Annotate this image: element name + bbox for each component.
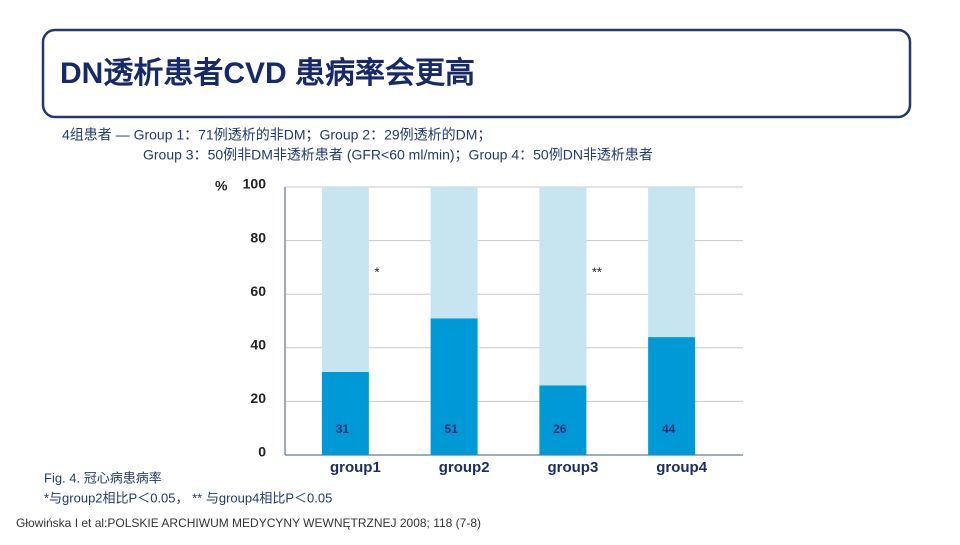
subtitle: Group 3：50例非DM非透析患者 (GFR<60 ml/min)；Grou… [143,147,653,164]
bar-segment [321,187,369,372]
y-tick-label: 80 [250,229,266,245]
x-tick-label: group4 [656,459,707,476]
data-label: 44 [662,422,676,436]
data-label: 51 [444,422,458,436]
bar-segment [539,187,587,386]
bar-segment [648,337,696,455]
x-tick-label: group2 [439,459,490,476]
y-tick-label: 20 [250,390,266,406]
title-box [41,28,912,119]
caption: *与group2相比P＜0.05， ** 与group4相比P＜0.05 [44,490,332,505]
bar-segment [321,371,369,455]
caption: Fig. 4. 冠心病患病率 [44,470,162,485]
bar-segment [539,385,587,455]
y-axis-label: % [215,178,228,194]
annotation: * [374,264,379,279]
x-tick-label: group3 [547,459,598,476]
bar-segment [430,187,478,319]
slide-title: DN透析患者CVD 患病率会更高 [60,57,475,90]
citation: Głowińska I et al:POLSKIE ARCHIWUM MEDYC… [16,516,481,530]
data-label: 31 [336,422,350,436]
x-tick-label: group1 [330,459,381,476]
y-tick-label: 40 [250,337,266,353]
y-tick-label: 0 [258,444,266,460]
y-tick-label: 100 [243,176,267,192]
annotation: ** [592,264,602,279]
bar-segment [648,187,696,338]
data-label: 26 [553,422,567,436]
bar-segment [430,318,478,455]
subtitle: 4组患者 — Group 1：71例透析的非DM；Group 2：29例透析的D… [62,127,491,144]
y-tick-label: 60 [250,283,266,299]
